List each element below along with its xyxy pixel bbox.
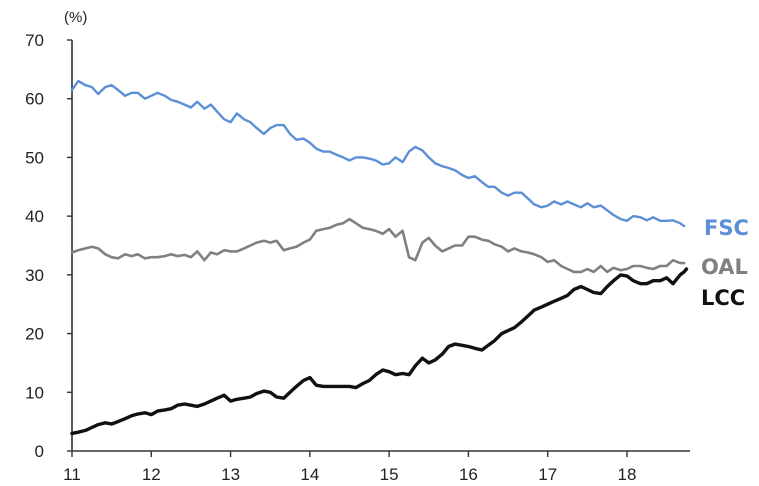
y-tick-label: 70: [25, 31, 44, 50]
series-label-oal: OAL: [701, 255, 748, 279]
y-tick-label: 30: [25, 266, 44, 285]
x-axis: 11 12 13 14 15 16 17 18: [63, 450, 690, 484]
x-tick-label: 17: [538, 465, 557, 484]
series-line-oal: [70, 217, 686, 274]
x-tick-label: 13: [221, 465, 240, 484]
x-tick-label: 18: [618, 465, 637, 484]
y-tick-label: 60: [25, 90, 44, 109]
series-labels: FSC OAL LCC: [701, 216, 749, 310]
x-tick-label: 14: [300, 465, 319, 484]
series-line-lcc: [70, 267, 689, 436]
y-tick-label: 50: [25, 148, 44, 167]
x-tick-label: 16: [459, 465, 478, 484]
series-line-fsc: [70, 79, 686, 228]
y-unit-label: (%): [64, 9, 87, 26]
x-tick-label: 11: [63, 465, 81, 484]
series-label-fsc: FSC: [704, 216, 749, 240]
x-tick-label: 15: [380, 465, 399, 484]
y-tick-label: 20: [25, 325, 44, 344]
y-tick-label: 10: [25, 383, 44, 402]
y-tick-label: 0: [35, 442, 44, 461]
series-lines: [70, 79, 689, 436]
y-tick-label: 40: [25, 207, 44, 226]
series-label-lcc: LCC: [701, 286, 745, 310]
x-tick-label: 12: [142, 465, 161, 484]
y-axis: 0 10 20 30 40 50 60 70 (%): [25, 9, 87, 461]
